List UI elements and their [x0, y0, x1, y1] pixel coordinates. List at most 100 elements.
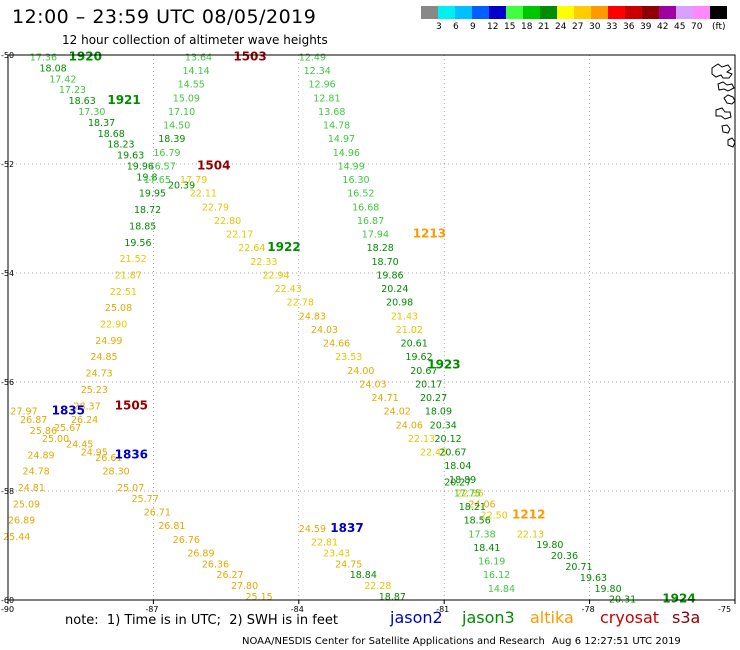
legend-swatch — [438, 6, 455, 19]
wave-height-value: 17.36 — [30, 52, 57, 63]
wave-height-value: 24.02 — [384, 407, 411, 418]
wave-height-value: 17.30 — [78, 107, 105, 118]
wave-height-value: 20.36 — [551, 551, 578, 562]
wave-height-value: 25.23 — [81, 385, 108, 396]
lon-tick-label: -84 — [291, 605, 304, 614]
wave-height-value: 22.79 — [202, 202, 229, 213]
wave-height-value: 18.63 — [69, 96, 96, 107]
legend-swatch — [489, 6, 506, 19]
wave-height-value: 24.73 — [86, 369, 113, 380]
legend-label: 3 — [436, 22, 442, 32]
wave-height-value: 20.24 — [381, 284, 408, 295]
wave-height-value: 22.90 — [100, 320, 127, 331]
wave-height-value: 12.96 — [308, 80, 335, 91]
wave-height-value: 18.41 — [473, 543, 500, 554]
legend-label: 6 — [453, 22, 459, 32]
wave-height-value: 18.84 — [350, 570, 377, 581]
wave-height-value: 26.89 — [187, 548, 214, 559]
wave-height-value: 15.09 — [173, 93, 200, 104]
wave-height-value: 21.02 — [396, 325, 423, 336]
wave-height-value: 22.45 — [420, 448, 447, 459]
wave-height-value: 18.56 — [464, 516, 491, 527]
wave-height-value: 26.71 — [144, 508, 171, 519]
wave-height-value: 20.98 — [386, 298, 413, 309]
wave-height-value: 25.77 — [132, 494, 159, 505]
wave-height-value: 22.13 — [408, 434, 435, 445]
map-frame — [7, 54, 736, 601]
wave-height-value: 27.80 — [231, 581, 258, 592]
pass-time-label: 1835 — [52, 404, 85, 418]
lon-tick-label: -81 — [436, 605, 449, 614]
wave-height-value: 14.84 — [488, 584, 515, 595]
legend-label: 12 — [487, 22, 499, 32]
wave-height-value: 12.49 — [299, 52, 326, 63]
wave-height-value: 13.68 — [318, 107, 345, 118]
wave-height-value: 26.27 — [216, 570, 243, 581]
wave-height-value: 28.30 — [103, 467, 130, 478]
wave-height-value: 26.89 — [8, 516, 35, 527]
wave-height-value: 14.55 — [178, 80, 205, 91]
wave-height-value: 14.96 — [333, 148, 360, 159]
wave-height-value: 18.21 — [459, 502, 486, 513]
footer-note: note: 1) Time is in UTC; 2) SWH is in fe… — [65, 613, 338, 628]
legend-label: 18 — [521, 22, 533, 32]
wave-height-value: 22.81 — [311, 538, 338, 549]
wave-height-value: 26.81 — [158, 521, 185, 532]
pass-time-label: 1922 — [267, 240, 300, 254]
coastline-segment — [727, 137, 736, 148]
wave-height-value: 19.95 — [139, 189, 166, 200]
wave-height-value: 22.80 — [214, 216, 241, 227]
wave-height-value: 23.43 — [323, 548, 350, 559]
wave-height-value: 21.43 — [391, 311, 418, 322]
wave-height-value: 20.39 — [168, 181, 195, 192]
legend-label: 39 — [640, 22, 652, 32]
wave-height-value: 28.37 — [73, 401, 100, 412]
wave-height-value: 19.86 — [376, 270, 403, 281]
wave-height-value: 25.86 — [30, 426, 57, 437]
wave-height-value: 22.64 — [238, 243, 265, 254]
wave-height-value: 14.97 — [328, 134, 355, 145]
coastline-segment — [721, 124, 731, 134]
wave-height-value: 12.81 — [313, 93, 340, 104]
wave-height-value: 18.89 — [449, 475, 476, 486]
wave-height-value: 16.52 — [347, 189, 374, 200]
wave-height-value: 21.87 — [115, 270, 142, 281]
legend-swatch — [693, 6, 710, 19]
wave-height-value: 20.61 — [401, 339, 428, 350]
legend-label: 33 — [606, 22, 618, 32]
wave-height-value: 18.87 — [379, 592, 406, 603]
wave-height-value: 24.06 — [396, 420, 423, 431]
wave-height-value: 16.57 — [149, 161, 176, 172]
coastline-segment — [711, 63, 733, 79]
wave-height-value: 24.81 — [18, 483, 45, 494]
legend-label: 30 — [589, 22, 601, 32]
wave-height-value: 24.71 — [372, 393, 399, 404]
wave-height-value: 24.06 — [468, 499, 495, 510]
coastline-segment — [717, 81, 735, 92]
lat-tick-label: -56 — [1, 378, 14, 387]
legend-swatch — [506, 6, 523, 19]
pass-time-label: 1920 — [69, 49, 102, 63]
wave-height-value: 22.33 — [250, 257, 277, 268]
wave-height-value: 19.63 — [117, 151, 144, 162]
wave-height-value: 24.89 — [27, 450, 54, 461]
wave-height-value: 20.12 — [435, 434, 462, 445]
wave-height-value: 19.80 — [594, 584, 621, 595]
wave-height-value: 24.45 — [66, 439, 93, 450]
wave-height-value: 20.67 — [410, 366, 437, 377]
wave-height-value: 17.94 — [362, 230, 389, 241]
wave-height-value: 14.78 — [323, 121, 350, 132]
pass-time-label: 1504 — [197, 158, 230, 172]
wave-height-value: 22.17 — [226, 230, 253, 241]
wave-height-value: 18.09 — [425, 407, 452, 418]
wave-height-value: 17.75 — [454, 488, 481, 499]
wave-height-value: 20.17 — [415, 379, 442, 390]
wave-height-value: 17.23 — [59, 85, 86, 96]
generation-timestamp: Aug 6 12:27:51 UTC 2019 — [552, 636, 681, 647]
satellite-label-s3a: s3a — [672, 608, 701, 627]
wave-height-value: 18.85 — [129, 221, 156, 232]
wave-height-value: 14.99 — [338, 161, 365, 172]
